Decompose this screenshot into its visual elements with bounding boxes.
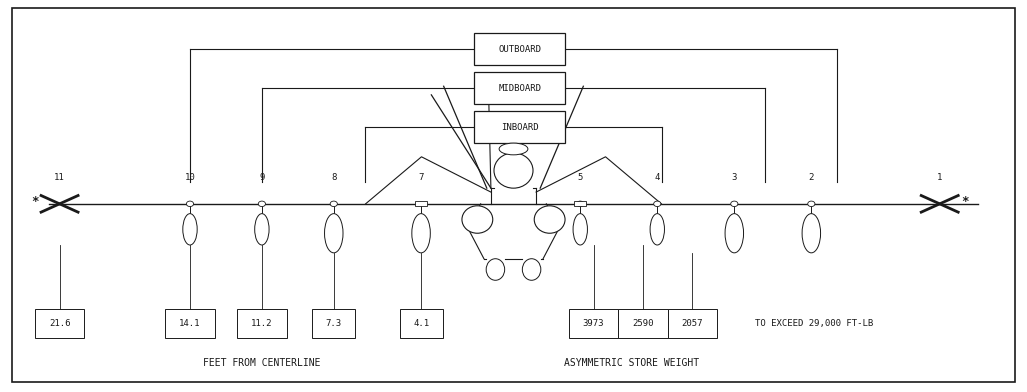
Bar (237, 309, 287, 338)
Ellipse shape (258, 201, 265, 207)
Ellipse shape (650, 214, 664, 245)
Text: INBOARD: INBOARD (501, 123, 538, 132)
Ellipse shape (802, 214, 821, 253)
Text: 9: 9 (259, 173, 265, 182)
Ellipse shape (330, 201, 337, 207)
Text: 2: 2 (808, 173, 814, 182)
Text: 7.3: 7.3 (326, 319, 342, 328)
Text: *: * (31, 195, 39, 209)
Ellipse shape (412, 214, 430, 253)
Ellipse shape (186, 201, 193, 207)
Text: 11: 11 (54, 173, 65, 182)
Text: FEET FROM CENTERLINE: FEET FROM CENTERLINE (203, 358, 320, 368)
Bar (400, 309, 443, 338)
Ellipse shape (462, 206, 493, 233)
Ellipse shape (183, 214, 197, 245)
Text: 2057: 2057 (682, 319, 702, 328)
Ellipse shape (534, 206, 565, 233)
Text: 1: 1 (937, 173, 943, 182)
Text: MIDBOARD: MIDBOARD (498, 84, 541, 93)
Ellipse shape (499, 143, 528, 155)
Ellipse shape (807, 201, 815, 207)
Text: 3: 3 (731, 173, 737, 182)
Text: 11.2: 11.2 (252, 319, 272, 328)
Ellipse shape (494, 153, 533, 188)
Text: 4.1: 4.1 (413, 319, 429, 328)
Ellipse shape (653, 201, 661, 207)
Bar (574, 201, 586, 206)
Text: TO EXCEED 29,000 FT-LB: TO EXCEED 29,000 FT-LB (755, 319, 873, 328)
Bar (668, 309, 717, 338)
Text: 6: 6 (510, 173, 517, 182)
Bar (35, 309, 84, 338)
Bar (474, 33, 565, 65)
Text: 21.6: 21.6 (49, 319, 70, 328)
Ellipse shape (576, 201, 583, 207)
Text: 2590: 2590 (633, 319, 653, 328)
Bar (415, 201, 427, 206)
Ellipse shape (255, 214, 269, 245)
Text: 8: 8 (331, 173, 337, 182)
Text: 10: 10 (185, 173, 195, 182)
Text: 5: 5 (577, 173, 583, 182)
Bar (618, 309, 668, 338)
Ellipse shape (325, 214, 343, 253)
Text: 14.1: 14.1 (180, 319, 200, 328)
Ellipse shape (573, 214, 587, 245)
Bar (569, 309, 618, 338)
Text: *: * (961, 195, 969, 209)
Text: 4: 4 (654, 173, 660, 182)
Ellipse shape (730, 201, 737, 207)
Text: 3973: 3973 (583, 319, 604, 328)
Text: 7: 7 (418, 173, 424, 182)
Bar (474, 111, 565, 143)
Text: OUTBOARD: OUTBOARD (498, 45, 541, 53)
Bar (312, 309, 355, 338)
Ellipse shape (486, 259, 504, 280)
Bar (474, 72, 565, 104)
Bar (165, 309, 215, 338)
Ellipse shape (523, 259, 541, 280)
Ellipse shape (725, 214, 744, 253)
Text: ASYMMETRIC STORE WEIGHT: ASYMMETRIC STORE WEIGHT (564, 358, 699, 368)
